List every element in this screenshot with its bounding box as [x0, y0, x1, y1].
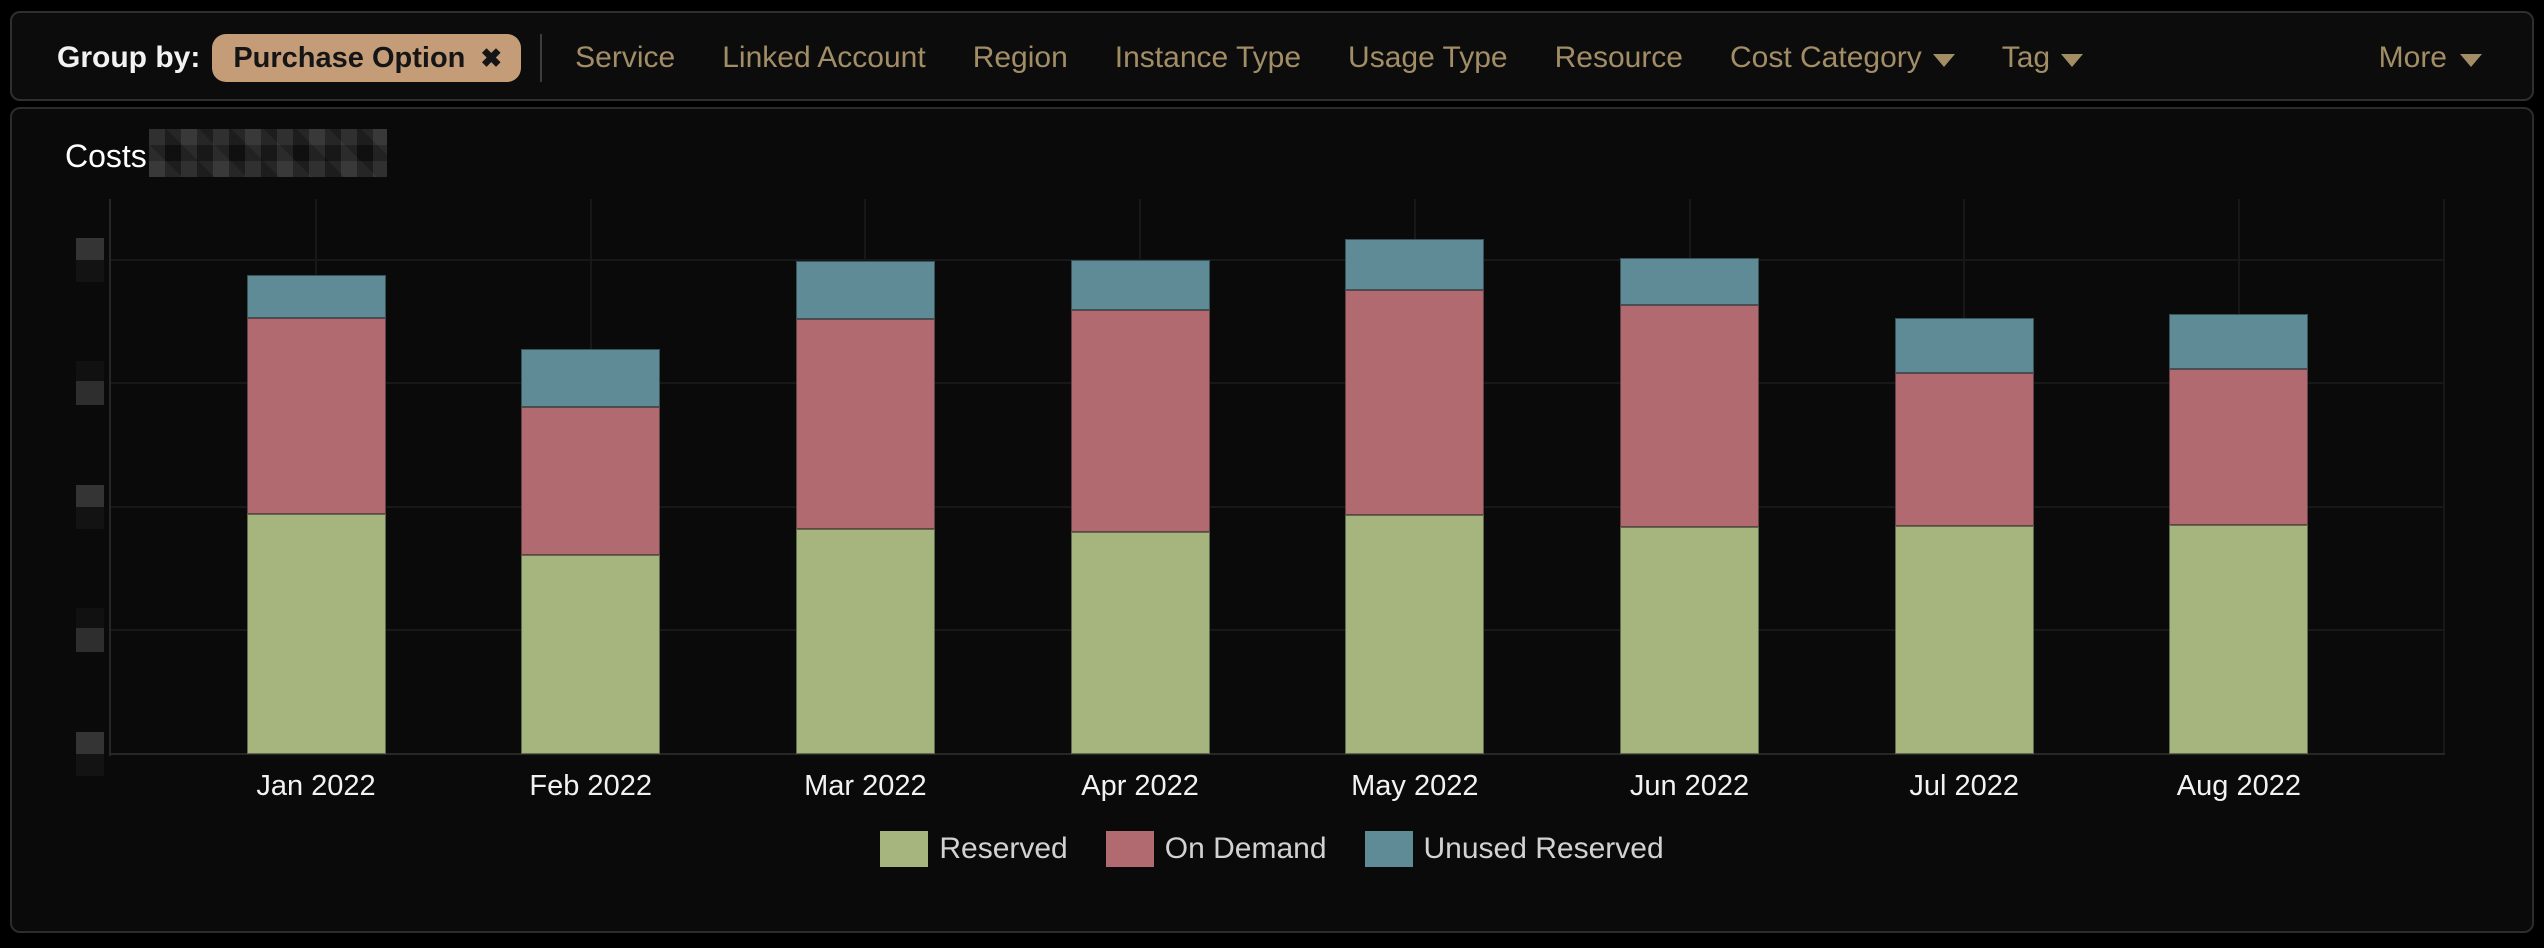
group-by-option-linked-account[interactable]: Linked Account: [722, 41, 926, 74]
bar-segment-on-demand-jul-2022[interactable]: [1894, 373, 2034, 526]
costs-stacked-bar-chart: Jan 2022 Feb 2022 Mar 2022 Apr 2022 May 2022…: [12, 109, 2532, 931]
unused-reserved-swatch-icon: [1364, 831, 1413, 867]
more-dropdown-button[interactable]: More: [2379, 41, 2482, 75]
group-by-toolbar: Group by: Purchase Option ✖ Service Link…: [10, 11, 2534, 101]
y-axis-line: [109, 199, 111, 756]
redacted-y-tick-label: [76, 361, 104, 406]
chevron-down-icon: [2061, 54, 2084, 67]
y-gridline: [110, 505, 2444, 508]
redacted-y-tick-label: [76, 484, 104, 529]
bar-segment-reserved-feb-2022[interactable]: [521, 555, 661, 754]
group-by-dropdown-tag[interactable]: Tag: [2002, 41, 2084, 75]
costs-chart-panel: Costs Jan 2022 Feb 2022 Mar 2022 Apr 2022 Ma…: [10, 107, 2534, 933]
bar-segment-unused-reserved-feb-2022[interactable]: [521, 349, 661, 407]
group-by-option-service[interactable]: Service: [575, 41, 676, 74]
chart-title: Costs: [65, 138, 147, 174]
bar-segment-on-demand-apr-2022[interactable]: [1070, 310, 1210, 532]
bar-segment-on-demand-jun-2022[interactable]: [1620, 305, 1759, 527]
x-axis-label: Aug 2022: [2176, 770, 2301, 802]
redacted-y-tick-label: [76, 237, 104, 282]
bar-segment-reserved-jul-2022[interactable]: [1894, 526, 2034, 754]
bar-segment-unused-reserved-apr-2022[interactable]: [1070, 260, 1210, 310]
group-by-option-instance-type[interactable]: Instance Type: [1114, 41, 1302, 74]
group-by-options: Service Linked Account Region Instance T…: [575, 41, 2084, 75]
bar-segment-unused-reserved-jun-2022[interactable]: [1620, 258, 1759, 305]
toolbar-divider: [540, 34, 543, 82]
bar-segment-unused-reserved-aug-2022[interactable]: [2169, 314, 2309, 369]
reserved-swatch-icon: [880, 831, 929, 867]
chip-remove-icon[interactable]: ✖: [480, 43, 503, 73]
group-by-label: Group by:: [57, 41, 201, 74]
y-gridline: [110, 382, 2444, 385]
y-gridline: [110, 629, 2444, 632]
bar-segment-reserved-mar-2022[interactable]: [795, 529, 935, 754]
bar-segment-reserved-jun-2022[interactable]: [1620, 527, 1759, 754]
bar-segment-unused-reserved-mar-2022[interactable]: [795, 261, 935, 319]
legend-item-unused-reserved[interactable]: Unused Reserved: [1364, 831, 1664, 867]
x-axis-line: [109, 753, 2445, 755]
bar-segment-on-demand-aug-2022[interactable]: [2169, 369, 2309, 525]
on-demand-swatch-icon: [1105, 831, 1154, 867]
x-axis-label: Jan 2022: [256, 770, 376, 802]
plot-right-border: [2443, 199, 2445, 754]
bar-segment-reserved-may-2022[interactable]: [1345, 515, 1485, 754]
chart-legend: Reserved On Demand Unused Reserved: [12, 831, 2532, 867]
bar-segment-on-demand-mar-2022[interactable]: [795, 319, 935, 529]
group-by-option-region[interactable]: Region: [972, 41, 1068, 74]
x-axis-label: Jul 2022: [1909, 770, 2020, 802]
group-by-option-usage-type[interactable]: Usage Type: [1348, 41, 1508, 74]
group-by-dropdown-cost-category[interactable]: Cost Category: [1730, 41, 1955, 75]
legend-item-on-demand[interactable]: On Demand: [1105, 831, 1327, 867]
bar-segment-on-demand-may-2022[interactable]: [1345, 290, 1485, 515]
group-by-chip-purchase-option[interactable]: Purchase Option ✖: [212, 34, 522, 82]
redacted-title-text: [149, 129, 387, 177]
x-axis-label: Jun 2022: [1629, 770, 1750, 802]
bar-segment-unused-reserved-jan-2022[interactable]: [246, 275, 386, 318]
chip-label: Purchase Option: [233, 41, 466, 74]
bar-segment-on-demand-jan-2022[interactable]: [246, 318, 386, 514]
x-axis-label: Mar 2022: [804, 770, 927, 802]
x-axis-label: Feb 2022: [529, 770, 652, 802]
y-gridline: [110, 258, 2444, 261]
bar-segment-reserved-aug-2022[interactable]: [2169, 525, 2309, 754]
chevron-down-icon: [1932, 54, 1955, 67]
x-axis-label: May 2022: [1351, 770, 1479, 802]
legend-item-reserved[interactable]: Reserved: [880, 831, 1068, 867]
bar-segment-reserved-jan-2022[interactable]: [246, 514, 386, 754]
x-axis-label: Apr 2022: [1081, 770, 1199, 802]
chevron-down-icon: [2460, 54, 2482, 67]
redacted-y-tick-label: [76, 608, 104, 653]
bar-segment-reserved-apr-2022[interactable]: [1070, 532, 1210, 754]
bar-segment-unused-reserved-may-2022[interactable]: [1345, 239, 1485, 290]
group-by-option-resource[interactable]: Resource: [1554, 41, 1683, 74]
redacted-y-tick-label: [76, 732, 104, 776]
bar-segment-on-demand-feb-2022[interactable]: [521, 407, 661, 555]
bar-segment-unused-reserved-jul-2022[interactable]: [1894, 318, 2034, 373]
